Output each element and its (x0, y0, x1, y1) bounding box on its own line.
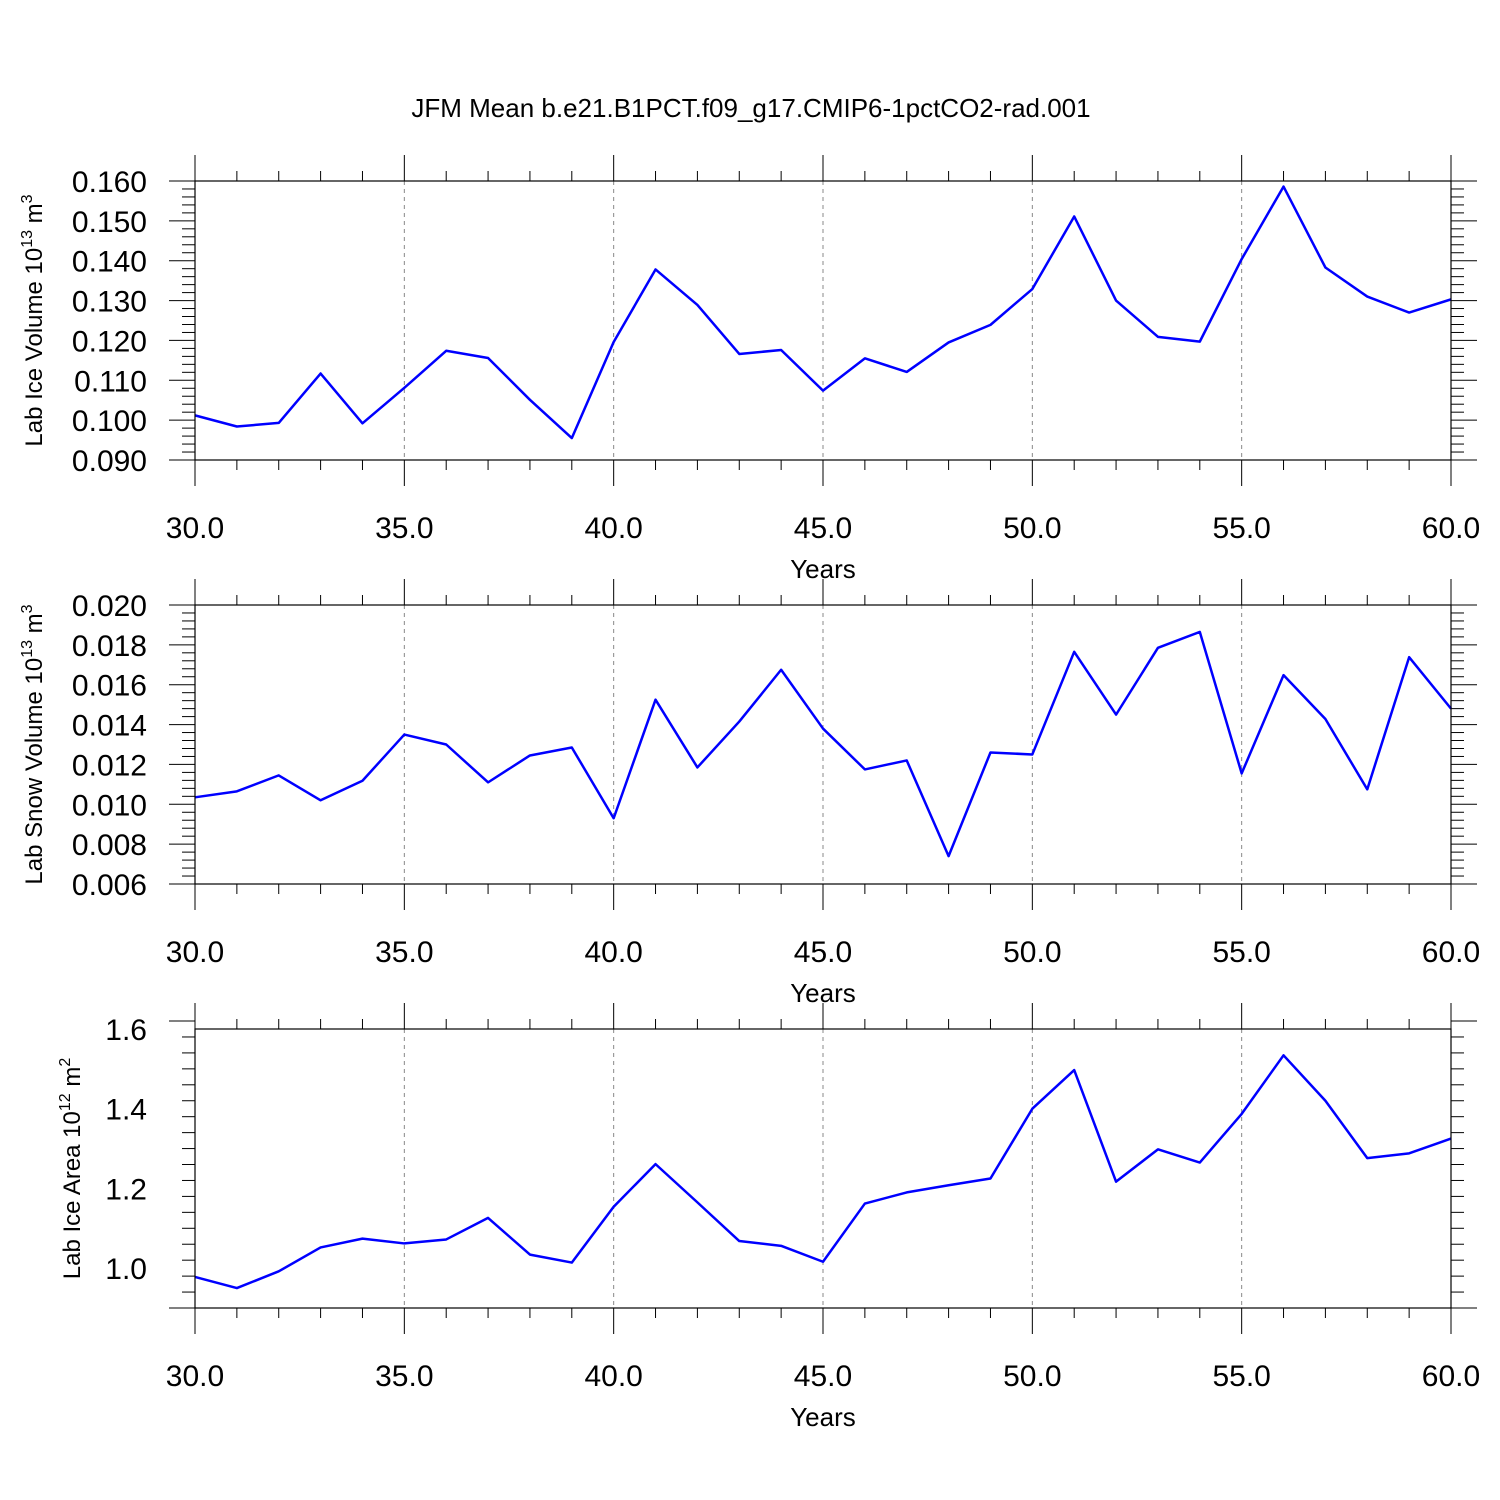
x-tick-label: 45.0 (794, 512, 852, 545)
y-tick-label: 1.0 (105, 1253, 147, 1286)
x-tick-label: 60.0 (1422, 1360, 1480, 1393)
y-axis-label-exponent: 3 (19, 194, 36, 203)
x-tick-label: 50.0 (1003, 1360, 1061, 1393)
panel-3: 30.0 35.0 40.0 45.0 50.0 55.0 60.0 Years 1.0 1.2 1… (57, 1003, 1480, 1432)
y-tick-label: 0.150 (72, 206, 147, 239)
y-tick-label: 0.012 (72, 749, 147, 782)
y-axis-label: Lab Ice Area 1012 m2 (57, 1058, 86, 1280)
y-axis-label-exponent: 2 (57, 1058, 74, 1067)
y-axis-label-text: Lab Ice Volume 10 (21, 248, 48, 447)
x-tick-label: 50.0 (1003, 512, 1061, 545)
x-tick-label: 30.0 (166, 512, 224, 545)
y-tick-label: 1.4 (105, 1094, 147, 1127)
y-tick-label: 0.140 (72, 246, 147, 279)
y-axis-label-text: Lab Ice Area 10 (59, 1111, 86, 1279)
x-tick-label: 50.0 (1003, 936, 1061, 969)
x-tick-label: 35.0 (375, 512, 433, 545)
x-axis-label: Years (790, 1402, 856, 1432)
y-axis-label-text: m (21, 203, 48, 230)
y-tick-label: 0.100 (72, 405, 147, 438)
data-line (194, 185, 1452, 440)
y-tick-label: 0.016 (72, 670, 147, 703)
chart-title: JFM Mean b.e21.B1PCT.f09_g17.CMIP6-1pctC… (411, 93, 1090, 123)
x-tick-label: 55.0 (1212, 936, 1270, 969)
y-axis-label: Lab Snow Volume 1013 m3 (19, 604, 48, 884)
y-tick-label: 0.120 (72, 325, 147, 358)
y-tick-label: 0.020 (72, 590, 147, 623)
y-tick-label: 0.160 (72, 166, 147, 199)
data-line (194, 630, 1452, 858)
y-tick-label: 0.090 (72, 445, 147, 478)
y-tick-label: 1.6 (105, 1014, 147, 1047)
panel-2: 30.0 35.0 40.0 45.0 50.0 55.0 60.0Years0.0060.… (19, 579, 1480, 1008)
y-tick-label: 1.2 (105, 1173, 147, 1206)
x-tick-label: 40.0 (584, 512, 642, 545)
x-tick-label: 60.0 (1422, 936, 1480, 969)
y-axis-label-text: m (21, 613, 48, 640)
x-tick-label: 55.0 (1212, 512, 1270, 545)
y-axis-label-text: Lab Snow Volume 10 (21, 658, 48, 885)
y-tick-label: 0.010 (72, 789, 147, 822)
y-tick-label: 0.014 (72, 710, 147, 743)
y-axis-label-exponent: 13 (19, 640, 36, 658)
y-axis-label-exponent: 3 (19, 604, 36, 613)
x-tick-label: 40.0 (584, 936, 642, 969)
x-tick-label: 35.0 (375, 936, 433, 969)
y-tick-label: 0.006 (72, 869, 147, 902)
x-tick-label: 45.0 (794, 1360, 852, 1393)
x-tick-label: 40.0 (584, 1360, 642, 1393)
y-tick-label: 0.110 (74, 365, 147, 398)
y-tick-label: 0.130 (72, 286, 147, 319)
panel-1: 30.0 35.0 40.0 45.0 50.0 55.0 60.0Years0.0900.… (19, 155, 1480, 584)
y-axis-label-exponent: 12 (57, 1093, 74, 1111)
x-tick-label: 30.0 (166, 936, 224, 969)
data-line (194, 1054, 1452, 1290)
x-tick-label: 30.0 (166, 1360, 224, 1393)
y-axis-label: Lab Ice Volume 1013 m3 (19, 194, 48, 446)
y-tick-label: 0.008 (72, 829, 147, 862)
x-tick-label: 35.0 (375, 1360, 433, 1393)
y-axis-label-exponent: 13 (19, 230, 36, 248)
x-tick-label: 60.0 (1422, 512, 1480, 545)
y-axis-label-text: m (59, 1067, 86, 1094)
x-tick-label: 45.0 (794, 936, 852, 969)
x-tick-label: 55.0 (1212, 1360, 1270, 1393)
y-tick-label: 0.018 (72, 630, 147, 663)
